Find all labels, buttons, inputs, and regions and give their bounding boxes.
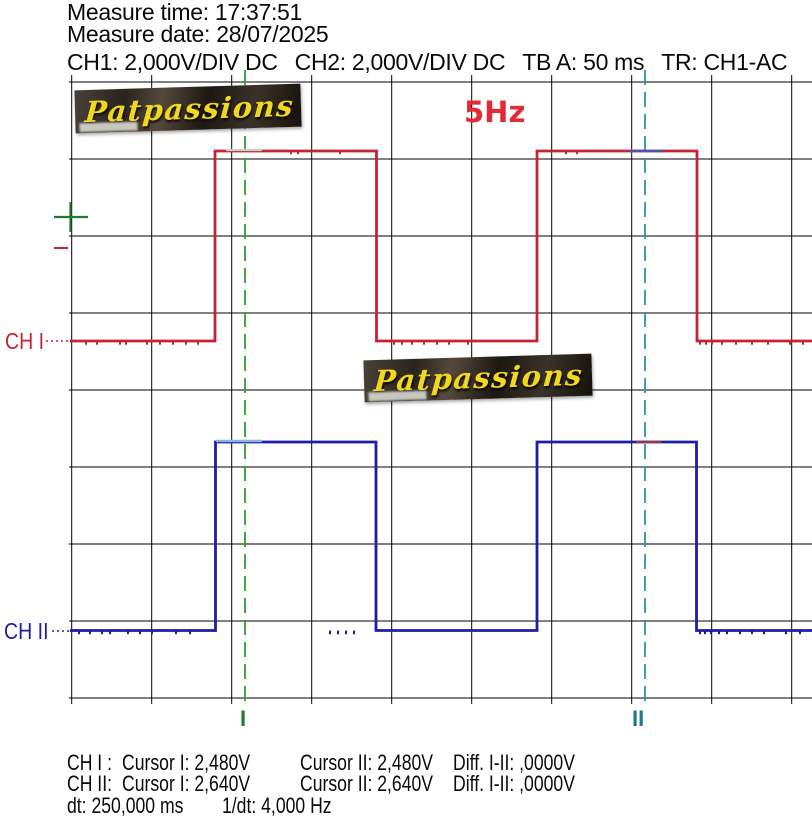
timebase-setting: TB A: 50 ms (522, 49, 645, 75)
measure-time: Measure time: 17:37:51 (67, 0, 303, 25)
ch2-setting: CH2: 2,000V/DIV DC (294, 49, 506, 75)
readout-ch1-cursor2: Cursor II: 2,480V (300, 750, 434, 775)
ch2-label: CH II (4, 618, 49, 644)
readout-ch1-cursor1: Cursor I: 2,480V (122, 750, 251, 775)
ch1-label: CH I (5, 328, 45, 354)
readout-ch1-name: CH I : (67, 750, 112, 775)
watermark-logo: Patpassions (74, 83, 302, 134)
ch1-setting: CH1: 2,000V/DIV DC (67, 49, 278, 75)
watermark-texture (368, 390, 427, 402)
watermark-texture (79, 121, 138, 133)
measure-date: Measure date: 28/07/2025 (67, 21, 329, 47)
scope-settings-bar: CH1: 2,000V/DIV DC CH2: 2,000V/DIV DC TB… (67, 49, 788, 76)
readout-inv-dt: 1/dt: 4,000 Hz (222, 793, 332, 818)
readout-row-ch1: CH I : Cursor I: 2,480V Cursor II: 2,480… (67, 750, 812, 775)
readout-ch2-diff: Diff. I-II: ,0000V (453, 771, 575, 796)
trigger-setting: TR: CH1-AC (661, 49, 788, 75)
readout-ch1-diff: Diff. I-II: ,0000V (453, 750, 575, 775)
cursor2-label: II (632, 706, 645, 731)
ch1-trace (70, 149, 812, 343)
watermark-logo: Patpassions (363, 353, 593, 403)
readout-dt: dt: 250,000 ms (67, 793, 184, 818)
cursor1-label: I (240, 706, 247, 731)
readout-row-dt: dt: 250,000 ms 1/dt: 4,000 Hz (67, 793, 812, 818)
readout-row-ch2: CH II: Cursor I: 2,640V Cursor II: 2,640… (67, 771, 812, 796)
readout-ch2-cursor2: Cursor II: 2,640V (300, 771, 434, 796)
readout-ch2-cursor1: Cursor I: 2,640V (122, 771, 251, 796)
frequency-label: 5Hz (464, 95, 526, 129)
readout-ch2-name: CH II: (67, 771, 112, 796)
ch2-trace (70, 440, 812, 632)
